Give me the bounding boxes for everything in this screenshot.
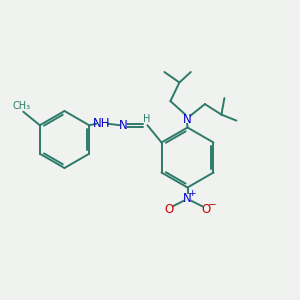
FancyBboxPatch shape (203, 206, 214, 213)
FancyBboxPatch shape (166, 206, 172, 213)
Text: O: O (202, 203, 211, 216)
Text: −: − (208, 200, 217, 210)
Text: CH₃: CH₃ (12, 101, 30, 111)
Text: NH: NH (93, 117, 110, 130)
Text: +: + (188, 189, 196, 198)
Text: H: H (143, 114, 151, 124)
Text: N: N (119, 119, 128, 132)
FancyBboxPatch shape (97, 120, 107, 127)
FancyBboxPatch shape (120, 122, 127, 129)
FancyBboxPatch shape (143, 117, 150, 123)
FancyBboxPatch shape (184, 115, 190, 123)
FancyBboxPatch shape (184, 194, 191, 202)
Text: O: O (164, 203, 173, 216)
FancyBboxPatch shape (14, 102, 28, 110)
Text: N: N (182, 112, 191, 126)
Text: N: N (183, 191, 192, 205)
